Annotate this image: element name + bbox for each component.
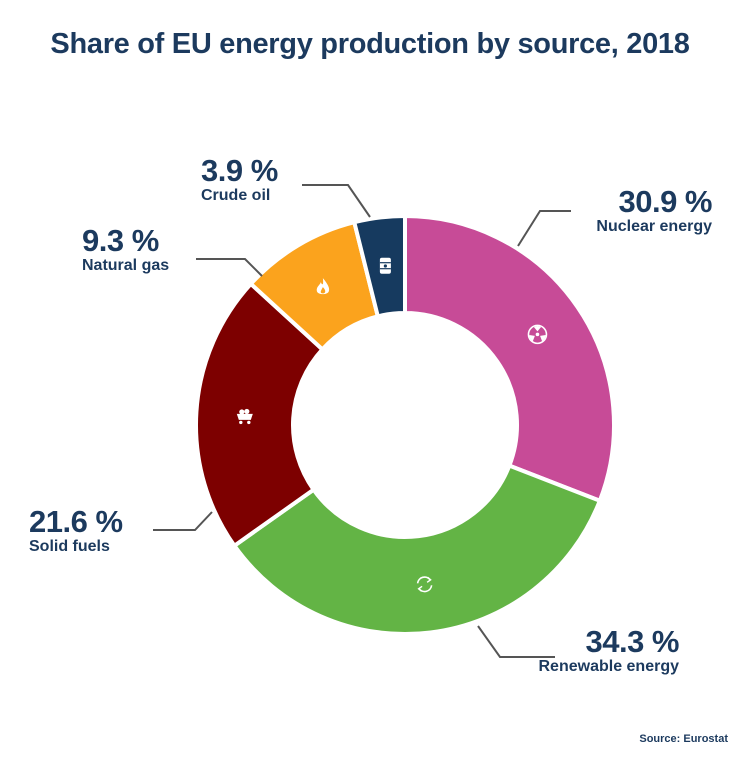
label-nuclear-energy: 30.9 % Nuclear energy (596, 186, 712, 235)
slice-name-nuclear-energy: Nuclear energy (596, 218, 712, 235)
leader-line-nuclear-energy (517, 210, 571, 247)
slice-renewable-energy (232, 463, 602, 636)
chart-title: Share of EU energy production by source,… (50, 28, 690, 60)
slice-name-crude-oil: Crude oil (201, 187, 271, 204)
flame-icon (316, 278, 330, 295)
label-solid-fuels: 21.6 % Solid fuels (29, 506, 123, 555)
oil-barrel-icon (379, 257, 391, 274)
leader-line-crude-oil (302, 184, 371, 218)
slice-name-natural-gas: Natural gas (82, 257, 170, 274)
slice-crude-oil (352, 214, 407, 319)
slice-value-nuclear-energy: 30.9 % (618, 184, 712, 219)
leader-line-renewable-energy (477, 625, 555, 658)
slice-name-renewable-energy: Renewable energy (538, 658, 680, 675)
slice-solid-fuels (194, 281, 325, 548)
radiation-icon (527, 324, 548, 345)
recycle-icon (416, 576, 433, 593)
coal-cart-icon (236, 408, 253, 425)
label-renewable-energy: 34.3 % Renewable energy (539, 626, 680, 675)
slice-nuclear-energy (403, 214, 616, 503)
label-crude-oil: 3.9 % Crude oil (201, 155, 278, 204)
label-natural-gas: 9.3 % Natural gas (82, 225, 169, 274)
leader-line-natural-gas (196, 258, 263, 277)
source-note: Source: Eurostat (639, 733, 728, 745)
slice-value-crude-oil: 3.9 % (201, 153, 278, 188)
slice-value-natural-gas: 9.3 % (82, 223, 159, 258)
slice-name-solid-fuels: Solid fuels (29, 538, 110, 555)
leader-line-solid-fuels (153, 511, 213, 531)
slice-value-renewable-energy: 34.3 % (585, 624, 679, 659)
slice-value-solid-fuels: 21.6 % (29, 504, 123, 539)
